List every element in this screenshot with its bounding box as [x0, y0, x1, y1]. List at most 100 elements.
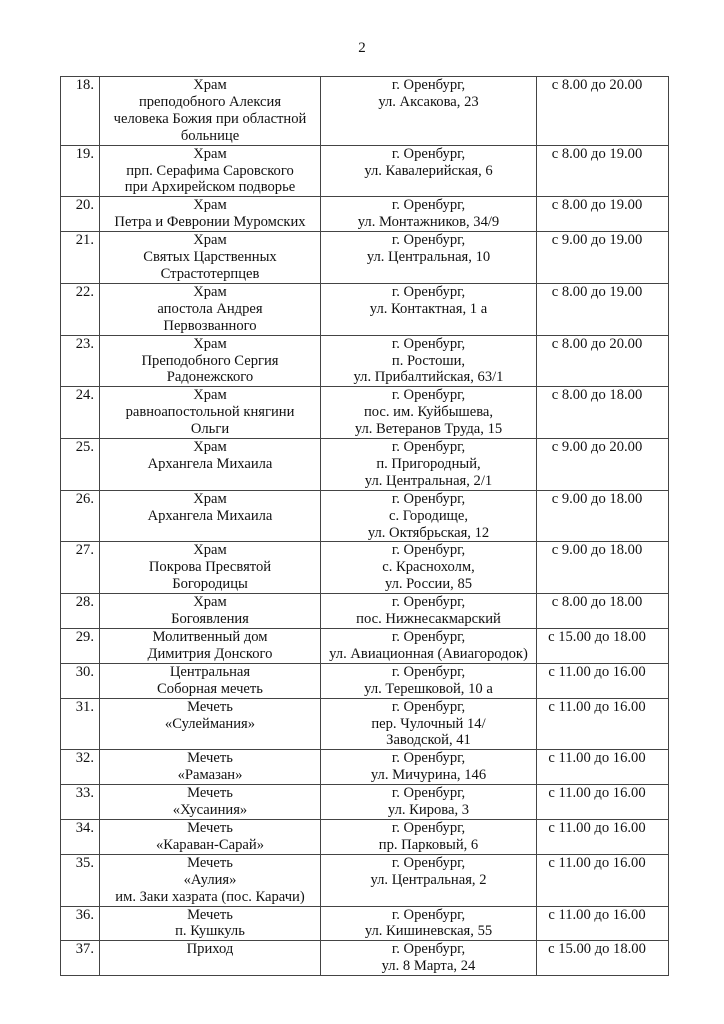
place-address: г. Оренбург, ул. Терешковой, 10 а — [320, 662, 537, 699]
place-name: Храм Покрова Пресвятой Богородицы — [99, 541, 321, 595]
table-row: 25. Храм Архангела Михаила г. Оренбург, п.… — [60, 438, 669, 491]
place-name: Храм Богоявления — [99, 593, 321, 629]
opening-hours: с 11.00 до 16.00 — [536, 749, 669, 786]
opening-hours: с 8.00 до 19.00 — [536, 282, 669, 336]
opening-hours: с 15.00 до 18.00 — [536, 940, 669, 977]
opening-hours: с 11.00 до 16.00 — [536, 697, 669, 751]
places-table: 18. Храм преподобного Алексия человека Бо… — [60, 76, 669, 977]
place-name: Храм Петра и Февронии Муромских — [99, 196, 321, 233]
table-row: 33. Мечеть «Хусаиния» г. Оренбург, ул. Кир… — [60, 784, 669, 820]
place-address: г. Оренбург, пос. Нижнесакмарский — [320, 593, 537, 629]
row-number: 19. — [60, 144, 100, 198]
place-address: г. Оренбург, ул. Центральная, 10 — [320, 231, 537, 284]
place-name: Приход — [99, 940, 321, 977]
opening-hours: с 8.00 до 19.00 — [536, 196, 669, 233]
table-row: 22. Храм апостола Андрея Первозванного г. … — [60, 282, 669, 336]
place-name: Храм Архангела Михаила — [99, 438, 321, 491]
table-row: 27. Храм Покрова Пресвятой Богородицы г. О… — [60, 541, 669, 595]
place-address: г. Оренбург, с. Краснохолм, ул. России, … — [320, 541, 537, 595]
table-row: 36. Мечеть п. Кушкуль г. Оренбург, ул. Киш… — [60, 905, 669, 942]
place-name: Мечеть «Аулия» им. Заки хазрата (пос. Ка… — [99, 853, 321, 907]
row-number: 28. — [60, 593, 100, 629]
place-name: Центральная Соборная мечеть — [99, 662, 321, 699]
row-number: 24. — [60, 386, 100, 440]
opening-hours: с 8.00 до 19.00 — [536, 144, 669, 198]
place-address: г. Оренбург, пос. им. Куйбышева, ул. Вет… — [320, 386, 537, 440]
table-body: 18. Храм преподобного Алексия человека Бо… — [60, 76, 669, 977]
table-row: 21. Храм Святых Царственных Страстотерпце… — [60, 231, 669, 284]
place-name: Храм Преподобного Сергия Радонежского — [99, 334, 321, 388]
table-row: 37. Приход г. Оренбург, ул. 8 Марта, 24 с 1… — [60, 940, 669, 977]
row-number: 37. — [60, 940, 100, 977]
place-name: Мечеть п. Кушкуль — [99, 905, 321, 942]
place-name: Мечеть «Рамазан» — [99, 749, 321, 786]
row-number: 23. — [60, 334, 100, 388]
row-number: 26. — [60, 489, 100, 543]
row-number: 33. — [60, 784, 100, 820]
place-address: г. Оренбург, ул. Центральная, 2 — [320, 853, 537, 907]
opening-hours: с 9.00 до 20.00 — [536, 438, 669, 491]
place-address: г. Оренбург, п. Пригородный, ул. Централ… — [320, 438, 537, 491]
table-row: 32. Мечеть «Рамазан» г. Оренбург, ул. Мичу… — [60, 749, 669, 786]
place-address: г. Оренбург, ул. Контактная, 1 а — [320, 282, 537, 336]
opening-hours: с 11.00 до 16.00 — [536, 784, 669, 820]
place-address: г. Оренбург, ул. Кишиневская, 55 — [320, 905, 537, 942]
opening-hours: с 11.00 до 16.00 — [536, 853, 669, 907]
table-row: 31. Мечеть «Сулеймания» г. Оренбург, пер. … — [60, 697, 669, 751]
place-address: г. Оренбург, пр. Парковый, 6 — [320, 818, 537, 855]
opening-hours: с 9.00 до 19.00 — [536, 231, 669, 284]
table-row: 19. Храм прп. Серафима Саровского при Арх… — [60, 144, 669, 198]
row-number: 22. — [60, 282, 100, 336]
table-row: 24. Храм равноапостольной княгини Ольги г.… — [60, 386, 669, 440]
opening-hours: с 11.00 до 16.00 — [536, 905, 669, 942]
place-address: г. Оренбург, ул. Кирова, 3 — [320, 784, 537, 820]
row-number: 18. — [60, 76, 100, 146]
row-number: 31. — [60, 697, 100, 751]
opening-hours: с 9.00 до 18.00 — [536, 489, 669, 543]
place-address: г. Оренбург, ул. Кавалерийская, 6 — [320, 144, 537, 198]
place-address: г. Оренбург, с. Городище, ул. Октябрьска… — [320, 489, 537, 543]
table-row: 34. Мечеть «Караван-Сарай» г. Оренбург, пр… — [60, 818, 669, 855]
table-row: 20. Храм Петра и Февронии Муромских г. Оре… — [60, 196, 669, 233]
opening-hours: с 8.00 до 18.00 — [536, 386, 669, 440]
table-row: 23. Храм Преподобного Сергия Радонежского… — [60, 334, 669, 388]
opening-hours: с 15.00 до 18.00 — [536, 628, 669, 664]
place-name: Мечеть «Сулеймания» — [99, 697, 321, 751]
place-address: г. Оренбург, п. Ростоши, ул. Прибалтийск… — [320, 334, 537, 388]
place-name: Молитвенный дом Димитрия Донского — [99, 628, 321, 664]
row-number: 25. — [60, 438, 100, 491]
place-name: Мечеть «Караван-Сарай» — [99, 818, 321, 855]
place-address: г. Оренбург, ул. Мичурина, 146 — [320, 749, 537, 786]
place-name: Храм преподобного Алексия человека Божия… — [99, 76, 321, 146]
row-number: 32. — [60, 749, 100, 786]
opening-hours: с 11.00 до 16.00 — [536, 662, 669, 699]
table-row: 26. Храм Архангела Михаила г. Оренбург, с.… — [60, 489, 669, 543]
row-number: 21. — [60, 231, 100, 284]
place-address: г. Оренбург, ул. Монтажников, 34/9 — [320, 196, 537, 233]
place-address: г. Оренбург, ул. Авиационная (Авиагородо… — [320, 628, 537, 664]
row-number: 30. — [60, 662, 100, 699]
opening-hours: с 8.00 до 20.00 — [536, 334, 669, 388]
row-number: 34. — [60, 818, 100, 855]
place-address: г. Оренбург, ул. Аксакова, 23 — [320, 76, 537, 146]
page-number: 2 — [358, 40, 366, 56]
place-name: Храм Святых Царственных Страстотерпцев — [99, 231, 321, 284]
opening-hours: с 8.00 до 20.00 — [536, 76, 669, 146]
row-number: 20. — [60, 196, 100, 233]
row-number: 36. — [60, 905, 100, 942]
table-row: 30. Центральная Соборная мечеть г. Оренбур… — [60, 662, 669, 699]
opening-hours: с 9.00 до 18.00 — [536, 541, 669, 595]
place-address: г. Оренбург, ул. 8 Марта, 24 — [320, 940, 537, 977]
place-name: Мечеть «Хусаиния» — [99, 784, 321, 820]
table-row: 35. Мечеть «Аулия» им. Заки хазрата (пос.… — [60, 853, 669, 907]
row-number: 27. — [60, 541, 100, 595]
opening-hours: с 11.00 до 16.00 — [536, 818, 669, 855]
row-number: 35. — [60, 853, 100, 907]
opening-hours: с 8.00 до 18.00 — [536, 593, 669, 629]
place-address: г. Оренбург, пер. Чулочный 14/ Заводской… — [320, 697, 537, 751]
row-number: 29. — [60, 628, 100, 664]
table-row: 29. Молитвенный дом Димитрия Донского г. О… — [60, 628, 669, 664]
table-row: 28. Храм Богоявления г. Оренбург, пос. Ниж… — [60, 593, 669, 629]
table-row: 18. Храм преподобного Алексия человека Бо… — [60, 76, 669, 146]
place-name: Храм прп. Серафима Саровского при Архире… — [99, 144, 321, 198]
